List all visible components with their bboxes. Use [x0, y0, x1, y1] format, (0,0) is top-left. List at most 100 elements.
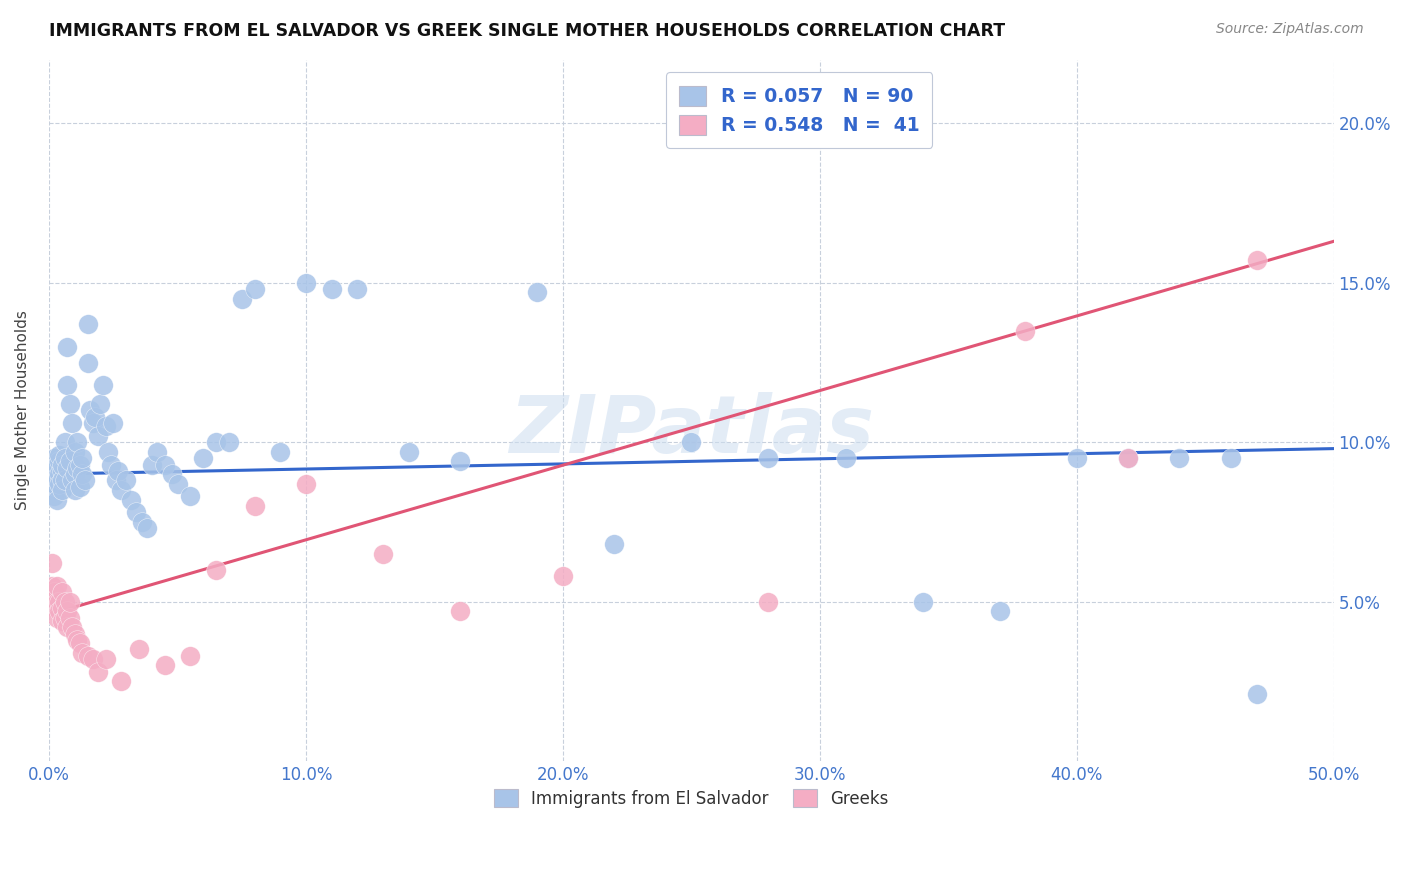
Point [53, 610, 76, 624]
Point [603, 537, 626, 551]
Point [51, 474, 73, 488]
Point [63, 483, 86, 497]
Point [94, 652, 117, 666]
Point [94, 419, 117, 434]
Point [218, 435, 240, 450]
Point [56, 620, 79, 634]
Point [53, 451, 76, 466]
Point [231, 292, 253, 306]
Point [110, 674, 132, 689]
Point [44, 476, 66, 491]
Point [41, 579, 63, 593]
Point [135, 521, 157, 535]
Point [1246, 253, 1268, 268]
Point [243, 499, 266, 513]
Point [53, 594, 76, 608]
Point [72, 467, 94, 482]
Point [75, 474, 97, 488]
Point [449, 454, 471, 468]
Point [295, 276, 318, 290]
Point [911, 594, 934, 608]
Point [45, 480, 67, 494]
Point [104, 474, 127, 488]
Point [97, 444, 120, 458]
Point [551, 569, 574, 583]
Point [76, 355, 98, 369]
Point [84, 409, 107, 424]
Point [1246, 687, 1268, 701]
Point [179, 490, 201, 504]
Point [988, 604, 1011, 618]
Point [82, 416, 104, 430]
Point [526, 285, 548, 300]
Point [66, 632, 89, 647]
Point [44, 490, 66, 504]
Point [79, 403, 101, 417]
Point [758, 594, 780, 608]
Point [48, 448, 70, 462]
Point [45, 474, 67, 488]
Point [48, 604, 70, 618]
Point [69, 636, 91, 650]
Point [103, 416, 125, 430]
Point [56, 460, 79, 475]
Point [53, 435, 76, 450]
Point [193, 451, 215, 466]
Point [60, 620, 83, 634]
Point [63, 444, 86, 458]
Point [371, 547, 394, 561]
Point [205, 563, 228, 577]
Point [681, 435, 703, 450]
Text: IMMIGRANTS FROM EL SALVADOR VS GREEK SINGLE MOTHER HOUSEHOLDS CORRELATION CHART: IMMIGRANTS FROM EL SALVADOR VS GREEK SIN… [49, 22, 1005, 40]
Point [48, 454, 70, 468]
Point [141, 458, 163, 472]
Point [1116, 451, 1139, 466]
Point [205, 435, 228, 450]
Point [45, 464, 67, 478]
Point [44, 451, 66, 466]
Point [44, 585, 66, 599]
Point [153, 458, 176, 472]
Point [153, 658, 176, 673]
Point [110, 483, 132, 497]
Point [758, 451, 780, 466]
Point [1116, 451, 1139, 466]
Point [48, 476, 70, 491]
Point [48, 594, 70, 608]
Point [41, 557, 63, 571]
Point [1066, 451, 1088, 466]
Point [51, 483, 73, 497]
Point [82, 652, 104, 666]
Point [59, 397, 82, 411]
Point [41, 483, 63, 497]
Point [179, 648, 201, 663]
Point [60, 474, 83, 488]
Point [51, 464, 73, 478]
Point [44, 601, 66, 615]
Point [87, 429, 110, 443]
Point [166, 476, 188, 491]
Point [41, 474, 63, 488]
Point [60, 416, 83, 430]
Text: Source: ZipAtlas.com: Source: ZipAtlas.com [1216, 22, 1364, 37]
Point [51, 585, 73, 599]
Point [107, 464, 129, 478]
Point [56, 340, 79, 354]
Point [66, 460, 89, 475]
Point [128, 642, 150, 657]
Point [120, 492, 142, 507]
Point [72, 451, 94, 466]
Point [63, 467, 86, 482]
Point [69, 480, 91, 494]
Point [100, 458, 122, 472]
Point [76, 648, 98, 663]
Point [72, 646, 94, 660]
Point [91, 377, 114, 392]
Point [321, 282, 343, 296]
Point [56, 377, 79, 392]
Point [51, 614, 73, 628]
Point [59, 594, 82, 608]
Point [44, 460, 66, 475]
Point [1219, 451, 1241, 466]
Point [115, 474, 138, 488]
